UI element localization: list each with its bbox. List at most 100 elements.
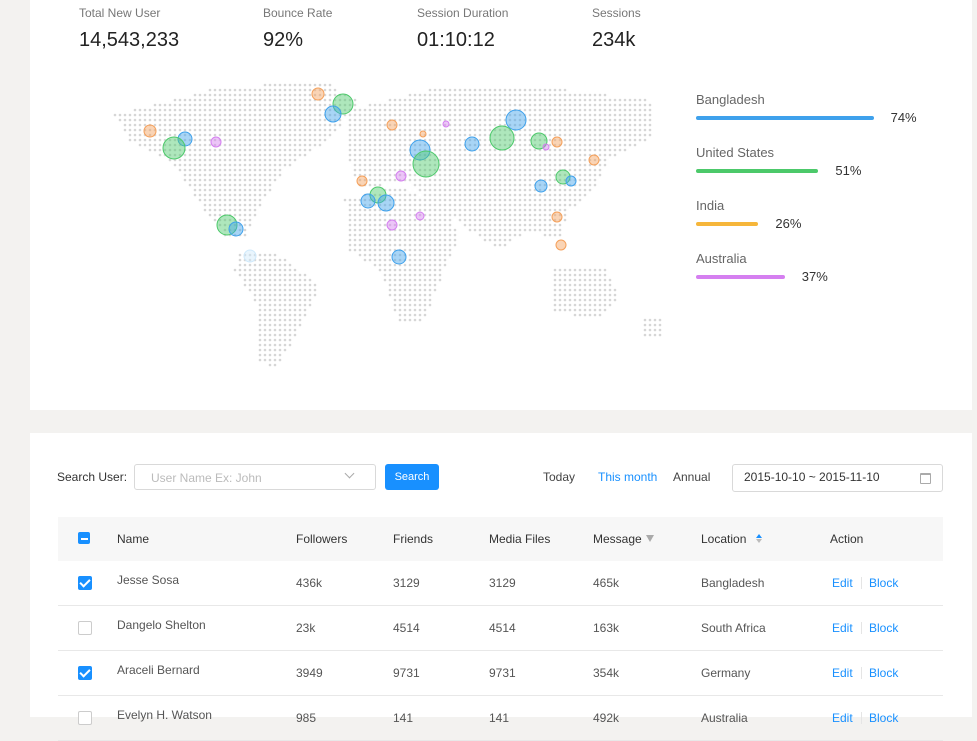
block-link[interactable]: Block [869,666,898,680]
map-dot [584,114,587,117]
map-dot [584,154,587,157]
map-dot [564,294,567,297]
map-dot [299,89,302,92]
map-dot [264,324,267,327]
map-dot [214,94,217,97]
map-dot [364,144,367,147]
map-dot [554,114,557,117]
map-dot [444,109,447,112]
map-dot [234,269,237,272]
map-dot [269,109,272,112]
map-dot [264,134,267,137]
block-link[interactable]: Block [869,576,898,590]
map-dot [629,134,632,137]
edit-link[interactable]: Edit [832,576,853,590]
map-dot [384,119,387,122]
period-tab[interactable]: Today [543,470,575,484]
map-dot [219,129,222,132]
map-dot [169,159,172,162]
map-dot [399,219,402,222]
map-dot [584,289,587,292]
map-dot [249,109,252,112]
map-dot [269,254,272,257]
map-dot [529,104,532,107]
map-dot [169,129,172,132]
row-checkbox[interactable] [78,621,92,635]
edit-link[interactable]: Edit [832,666,853,680]
map-dot [569,134,572,137]
map-dot [229,179,232,182]
map-dot [549,204,552,207]
map-dot [494,204,497,207]
map-dot [549,174,552,177]
country-name: Australia [696,251,747,266]
table-cell: 141 [489,711,509,725]
map-dot [304,274,307,277]
map-dot [194,94,197,97]
row-checkbox[interactable] [78,711,92,725]
map-dot [529,149,532,152]
map-dot [474,154,477,157]
map-dot [274,169,277,172]
edit-link[interactable]: Edit [832,621,853,635]
map-dot [414,284,417,287]
map-dot [564,194,567,197]
map-dot [584,174,587,177]
map-dot [184,164,187,167]
map-dot [379,164,382,167]
map-dot [589,169,592,172]
map-dot [279,119,282,122]
map-dot [554,299,557,302]
map-dot [434,149,437,152]
map-dot [264,104,267,107]
edit-link[interactable]: Edit [832,711,853,725]
map-dot [419,239,422,242]
map-dot [254,124,257,127]
search-button[interactable]: Search [385,464,439,490]
map-dot [249,139,252,142]
map-dot [454,234,457,237]
map-dot [264,84,267,87]
map-dot [419,244,422,247]
map-dot [429,269,432,272]
period-tab[interactable]: Annual [673,470,710,484]
map-dot [634,109,637,112]
map-dot [549,184,552,187]
row-checkbox[interactable] [78,576,92,590]
block-link[interactable]: Block [869,621,898,635]
map-dot [319,109,322,112]
map-dot [539,114,542,117]
map-dot [454,174,457,177]
map-dot [634,104,637,107]
map-dot [499,104,502,107]
map-dot [379,254,382,257]
map-dot [309,129,312,132]
block-link[interactable]: Block [869,711,898,725]
map-dot [434,179,437,182]
map-dot [504,189,507,192]
map-dot [529,179,532,182]
map-bubble [396,171,406,181]
map-dot [519,179,522,182]
map-dot [199,159,202,162]
map-dot [404,159,407,162]
map-dot [444,184,447,187]
period-tab[interactable]: This month [598,470,657,484]
map-dot [409,104,412,107]
map-dot [554,184,557,187]
map-dot [619,119,622,122]
row-checkbox[interactable] [78,666,92,680]
map-dot [249,199,252,202]
map-dot [369,234,372,237]
map-dot [424,199,427,202]
map-dot [474,184,477,187]
map-dot [519,184,522,187]
map-dot [204,159,207,162]
map-dot [489,179,492,182]
map-dot [189,164,192,167]
map-dot [294,129,297,132]
map-dot [159,139,162,142]
table-cell: 9731 [489,666,516,680]
map-dot [259,199,262,202]
map-dot [264,139,267,142]
